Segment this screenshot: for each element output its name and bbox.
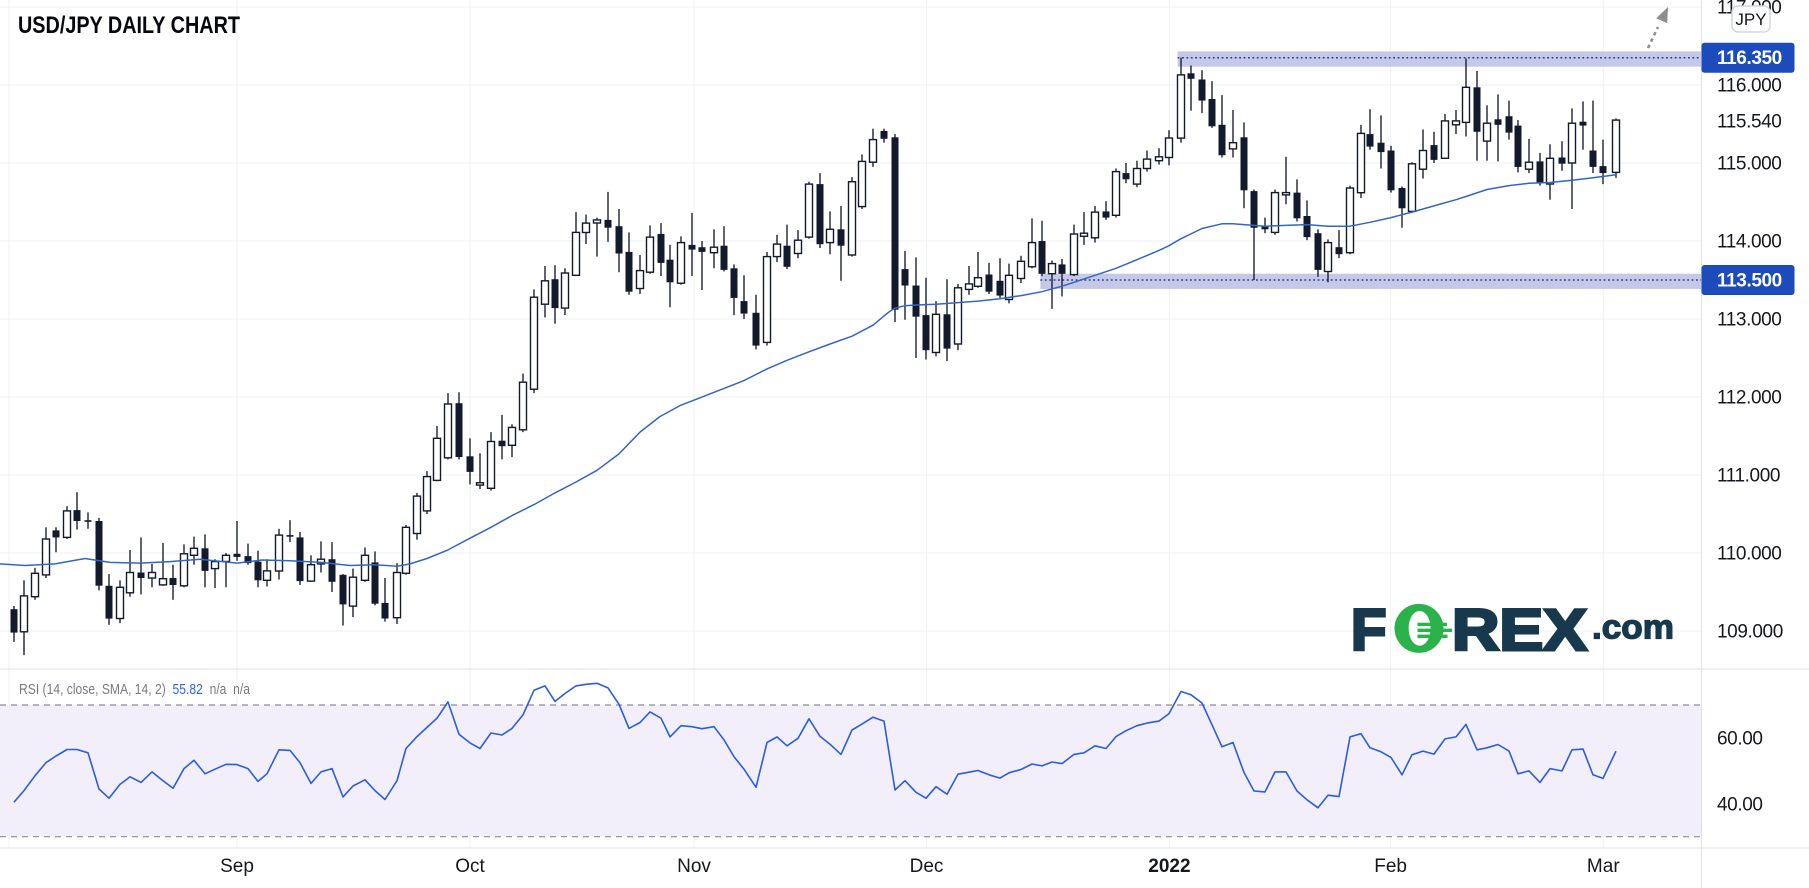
- svg-text:2022: 2022: [1148, 856, 1190, 877]
- svg-text:USD/JPY DAILY CHART: USD/JPY DAILY CHART: [18, 12, 240, 39]
- svg-text:Dec: Dec: [910, 856, 944, 877]
- svg-text:Feb: Feb: [1374, 856, 1407, 877]
- svg-text:40.00: 40.00: [1717, 794, 1763, 815]
- svg-text:116.000: 116.000: [1717, 76, 1781, 97]
- svg-text:113.500: 113.500: [1717, 271, 1782, 292]
- svg-text:JPY: JPY: [1735, 10, 1766, 29]
- svg-text:Sep: Sep: [220, 856, 254, 877]
- svg-text:Oct: Oct: [455, 856, 485, 877]
- svg-text:112.000: 112.000: [1717, 388, 1781, 409]
- svg-text:114.000: 114.000: [1717, 232, 1781, 253]
- svg-text:113.000: 113.000: [1717, 310, 1781, 331]
- svg-text:REX: REX: [1452, 598, 1587, 663]
- svg-text:111.000: 111.000: [1717, 466, 1780, 487]
- svg-text:Nov: Nov: [677, 856, 711, 877]
- svg-text:F: F: [1351, 598, 1386, 663]
- svg-text:115.540: 115.540: [1717, 111, 1781, 132]
- svg-text:60.00: 60.00: [1717, 728, 1763, 749]
- svg-text:116.350: 116.350: [1717, 48, 1782, 69]
- svg-text:Mar: Mar: [1587, 856, 1620, 877]
- svg-text:115.000: 115.000: [1717, 154, 1781, 175]
- svg-text:110.000: 110.000: [1717, 544, 1781, 565]
- svg-text:RSI (14, close, SMA, 14, 2) 5: RSI (14, close, SMA, 14, 2) 55.82 n/a n/…: [19, 682, 251, 698]
- svg-text:109.000: 109.000: [1717, 622, 1783, 643]
- svg-text:.com: .com: [1592, 609, 1674, 647]
